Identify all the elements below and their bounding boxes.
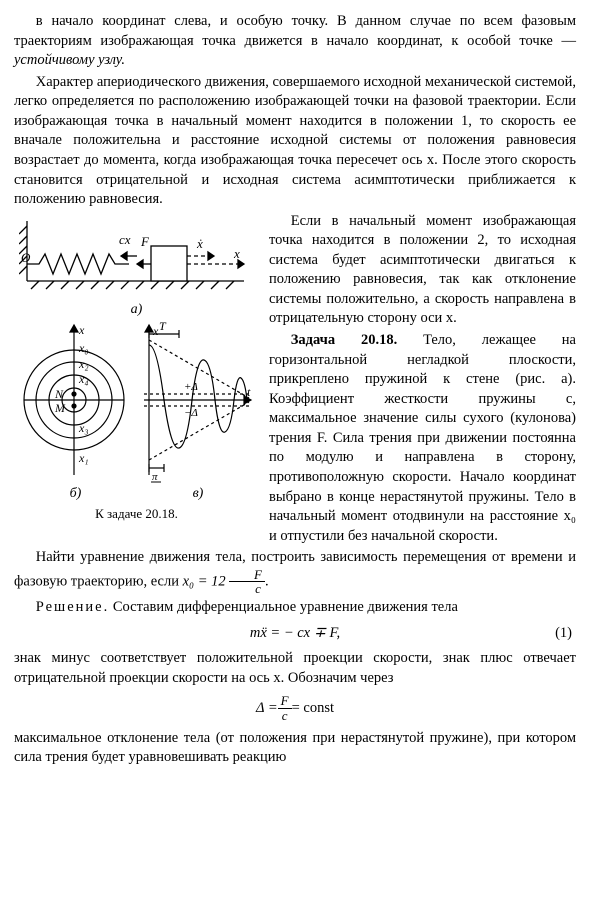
equation-1: mẍ = − cx ∓ F, (1) (14, 624, 576, 644)
svg-text:N: N (54, 387, 64, 401)
eq-1-text: mẍ = − cx ∓ F, (250, 624, 340, 644)
svg-text:F: F (140, 234, 150, 249)
eq-1-num: (1) (555, 624, 572, 644)
frac-fc-2: Fc (278, 694, 292, 722)
svg-text:x: x (78, 323, 85, 337)
para-1-em: устойчивому узлу. (14, 52, 125, 68)
svg-text:x: x (152, 324, 159, 338)
figure-b-v: x x₀ x₂ x₄ N M x₃ x₁ x T +Δ −Δ π k t (19, 320, 254, 485)
solution-label: Решение. (36, 599, 110, 615)
svg-text:+Δ: +Δ (184, 381, 198, 393)
para-1: в начало координат слева, и особую точку… (14, 12, 576, 71)
equation-2: Δ = Fc = const (14, 694, 576, 722)
fig-b-label: б) (70, 485, 82, 504)
para-5a: Найти уравнение движения тела, построить… (14, 549, 576, 589)
para-5c: . (265, 573, 269, 589)
svg-text:π: π (152, 471, 158, 483)
figure-caption: К задаче 20.18. (14, 505, 259, 523)
svg-text:ẋ: ẋ (196, 236, 203, 251)
svg-text:x₂: x₂ (78, 357, 89, 371)
svg-text:cx: cx (119, 232, 131, 247)
fig-v-label: в) (193, 485, 204, 504)
para-4-text: Тело, лежащее на горизонтальной негладко… (269, 332, 576, 544)
fig-a-label: а) (14, 301, 259, 320)
para-1-text: в начало координат слева, и особую точку… (14, 13, 576, 49)
frac-fc-1: Fc (229, 568, 265, 596)
para-8: максимальное отклонение тела (от положен… (14, 729, 576, 768)
svg-text:T: T (159, 320, 167, 333)
svg-text:x₁: x₁ (78, 451, 89, 465)
task-label: Задача 20.18. (291, 332, 397, 348)
para-5b: x₀ = 12 (183, 573, 226, 589)
para-6: Решение. Составим дифференциальное уравн… (14, 598, 576, 618)
para-2: Характер апериодического движения, совер… (14, 73, 576, 210)
figure-a: O cx F ẋ x (19, 216, 254, 301)
svg-text:x₃: x₃ (78, 421, 89, 435)
svg-text:x₀: x₀ (78, 341, 89, 355)
svg-text:M: M (54, 401, 66, 415)
svg-text:−Δ: −Δ (184, 407, 198, 419)
para-7: знак минус соответствует положительной п… (14, 649, 576, 688)
figure-block: O cx F ẋ x а) (14, 216, 259, 523)
eq-2a: Δ = (256, 699, 278, 719)
eq-2b: = const (292, 699, 334, 719)
svg-text:O: O (21, 250, 31, 265)
svg-text:x: x (233, 246, 240, 261)
svg-text:x₄: x₄ (78, 372, 89, 386)
svg-text:t: t (247, 385, 251, 399)
para-5: Найти уравнение движения тела, построить… (14, 548, 576, 596)
para-6-text: Составим дифференциальное уравнение движ… (109, 599, 458, 615)
